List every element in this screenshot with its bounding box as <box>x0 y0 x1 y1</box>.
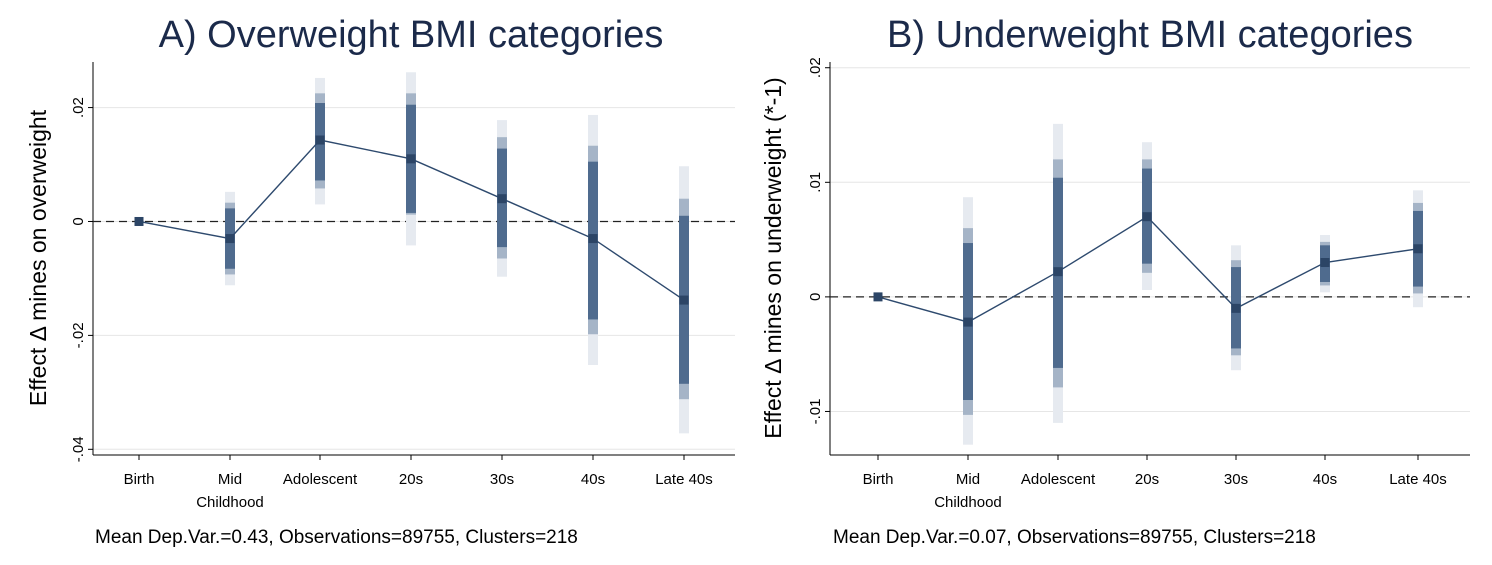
estimate-point <box>315 135 325 145</box>
y-tick-label: 0 <box>70 217 87 225</box>
estimate-point <box>873 292 883 302</box>
y-tick-label: -.04 <box>70 436 87 462</box>
x-tick-label: Adolescent <box>1021 471 1096 488</box>
y-tick-label: .02 <box>807 57 824 78</box>
y-tick-label: -.02 <box>70 322 87 348</box>
estimate-point <box>1142 212 1152 222</box>
y-axis-label: Effect Δ mines on underweight (*-1) <box>760 77 786 438</box>
x-tick-label: 30s <box>1224 471 1248 488</box>
estimate-point <box>497 194 507 204</box>
x-tick-label: 40s <box>1313 471 1337 488</box>
footnote: Mean Dep.Var.=0.07, Observations=89755, … <box>833 527 1316 548</box>
panel-overweight: A) Overweight BMI categories Effect Δ mi… <box>25 14 735 548</box>
estimate-point <box>225 234 235 244</box>
x-tick-label: 30s <box>490 471 514 488</box>
estimate-point <box>1320 258 1330 268</box>
x-tick-label: Mid <box>956 471 980 488</box>
estimate-point <box>963 317 973 327</box>
y-tick-label: .01 <box>807 172 824 193</box>
x-tick-label: Adolescent <box>283 471 358 488</box>
x-tick-label: Birth <box>124 471 155 488</box>
estimate-point <box>406 154 416 164</box>
chart-title: B) Underweight BMI categories <box>887 14 1413 56</box>
estimate-point <box>1231 303 1241 313</box>
estimate-point <box>588 234 598 244</box>
estimate-point <box>1053 267 1063 277</box>
x-tick-label: Late 40s <box>1389 471 1447 488</box>
y-tick-label: 0 <box>807 293 824 301</box>
chart-title: A) Overweight BMI categories <box>159 14 664 56</box>
y-tick-label: -.01 <box>807 399 824 425</box>
x-tick-label: Childhood <box>934 494 1002 511</box>
chart-underweight: B) Underweight BMI categories Effect Δ m… <box>760 14 1470 548</box>
footnote: Mean Dep.Var.=0.43, Observations=89755, … <box>95 527 578 548</box>
x-tick-label: 20s <box>399 471 423 488</box>
x-tick-label: Birth <box>863 471 894 488</box>
y-axis-label: Effect Δ mines on overweight <box>25 109 51 406</box>
x-tick-label: 40s <box>581 471 605 488</box>
estimate-point <box>679 295 689 305</box>
chart-overweight: A) Overweight BMI categories Effect Δ mi… <box>25 14 735 548</box>
x-tick-label: 20s <box>1135 471 1159 488</box>
estimate-point <box>1413 244 1423 254</box>
x-tick-label: Mid <box>218 471 242 488</box>
x-tick-label: Childhood <box>196 494 264 511</box>
panel-underweight: B) Underweight BMI categories Effect Δ m… <box>746 0 1492 565</box>
x-tick-label: Late 40s <box>655 471 713 488</box>
y-tick-label: .02 <box>70 97 87 118</box>
estimate-point <box>134 216 144 226</box>
